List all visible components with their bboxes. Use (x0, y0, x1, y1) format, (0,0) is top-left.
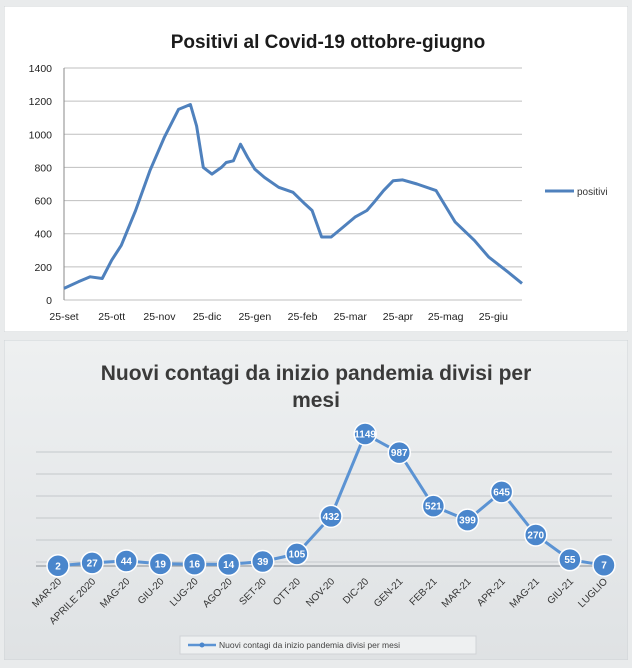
data-point (80, 551, 104, 575)
legend: Nuovi contagi da inizio pandemia divisi … (179, 635, 477, 655)
chart-title-line2: mesi (292, 389, 340, 412)
x-tick-label: 25-giu (479, 311, 508, 323)
legend-marker (199, 642, 205, 648)
chart-title: Positivi al Covid-19 ottobre-giugno (171, 32, 486, 53)
data-label: 7 (601, 561, 607, 572)
data-label: 2 (55, 561, 61, 572)
x-tick-label: 25-ott (98, 311, 125, 323)
data-label: 1149 (354, 430, 376, 441)
data-label: 270 (527, 530, 544, 541)
data-label: 645 (493, 487, 510, 498)
data-point (524, 523, 548, 547)
x-tick-label: 25-set (49, 311, 78, 323)
data-label: 521 (425, 502, 442, 513)
y-tick-label: 0 (46, 295, 52, 307)
x-tick-label: 25-nov (143, 311, 176, 323)
y-tick-label: 800 (34, 162, 52, 174)
data-point (182, 552, 207, 576)
series-nuovi-contagi: 2 27 44 19 16 14 39 105 432 1149 987 521 399 645 270 55… (46, 422, 616, 578)
data-point (319, 504, 343, 529)
x-tick-label: 25-feb (288, 311, 318, 323)
data-label: 432 (323, 512, 340, 523)
data-point (251, 549, 275, 574)
data-label: 39 (257, 557, 269, 568)
data-point (46, 554, 70, 578)
data-label: 27 (87, 558, 99, 569)
legend: positivi (545, 187, 608, 198)
data-point (558, 547, 582, 572)
data-label: 19 (155, 559, 167, 570)
x-tick-label: 25-apr (383, 311, 414, 323)
x-tick-label: 25-mag (428, 311, 464, 323)
chart-background (4, 6, 628, 332)
y-tick-label: 1200 (29, 96, 53, 108)
legend-box (179, 635, 477, 655)
y-tick-label: 400 (34, 229, 52, 241)
data-label: 105 (289, 549, 306, 560)
series-line-positivi (63, 103, 523, 290)
data-point (114, 549, 138, 573)
data-point (455, 508, 480, 532)
data-label: 16 (189, 560, 201, 571)
y-tick-label: 200 (34, 262, 52, 274)
data-point (353, 422, 377, 446)
series-positivi (63, 103, 523, 290)
data-label: 55 (564, 555, 576, 566)
data-point (216, 552, 241, 577)
x-tick-label: 25-gen (238, 311, 271, 323)
data-point (148, 552, 173, 576)
chart-background (4, 340, 628, 660)
data-point (387, 440, 411, 465)
data-point (285, 542, 309, 566)
x-tick-label: 25-mar (334, 311, 368, 323)
y-tick-label: 1000 (29, 129, 53, 141)
data-label: 14 (223, 560, 235, 571)
data-label: 987 (391, 448, 408, 459)
y-axis-ticks: 0 200 400 600 800 1000 1200 1400 (29, 63, 53, 307)
legend-label: Nuovi contagi da inizio pandemia divisi … (219, 640, 400, 650)
legend-label: positivi (577, 187, 608, 198)
data-point (421, 494, 446, 518)
x-axis-ticks: 25-set 25-ott 25-nov 25-dic 25-gen 25-feb 25-m… (49, 311, 508, 323)
nuovi-contagi-chart-panel: Nuovi contagi da inizio pandemia divisi … (4, 340, 628, 660)
data-label: 399 (459, 516, 476, 527)
chart-title-line1: Nuovi contagi da inizio pandemia divisi … (101, 362, 532, 385)
data-point (592, 553, 616, 577)
y-tick-label: 1400 (29, 63, 53, 75)
data-label: 44 (121, 556, 133, 567)
x-tick-label: 25-dic (193, 311, 222, 323)
data-point (489, 480, 514, 504)
y-tick-label: 600 (34, 196, 52, 208)
positivi-chart-panel: Positivi al Covid-19 ottobre-giugno 0 200… (4, 6, 628, 332)
